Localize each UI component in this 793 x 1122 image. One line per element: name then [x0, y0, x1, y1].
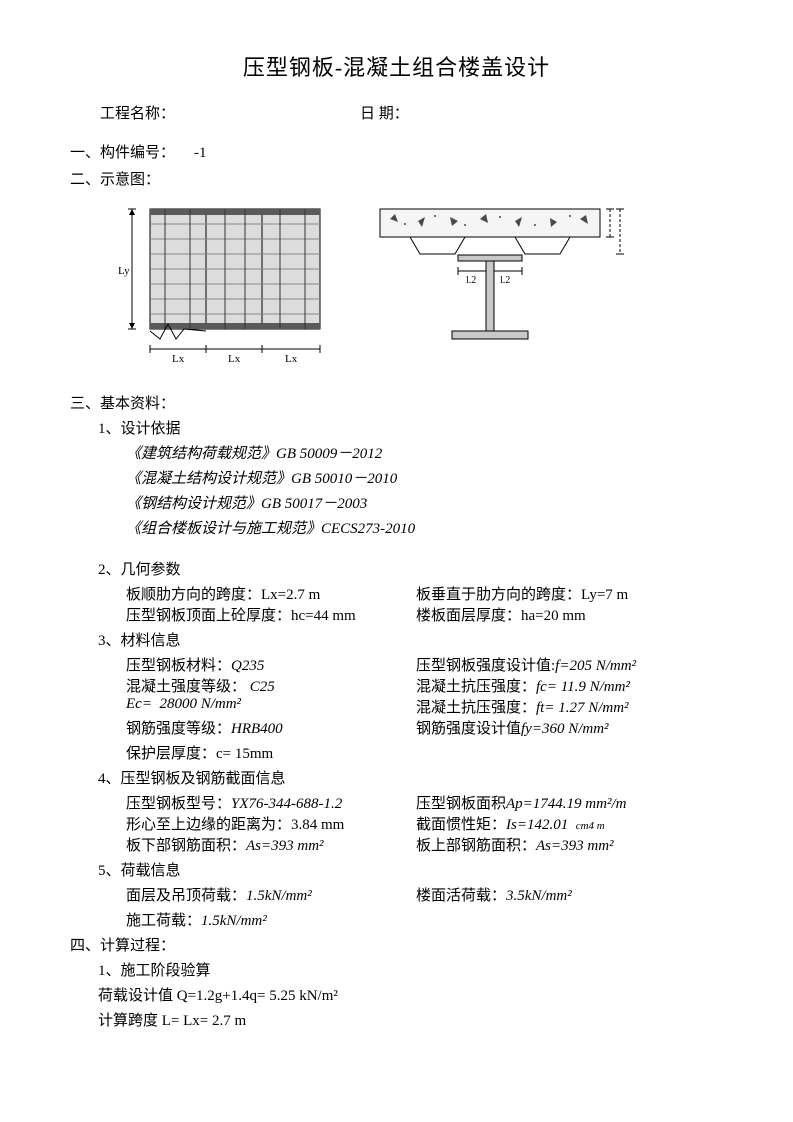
s3-2-r1a: 板顺肋方向的跨度：Lx=2.7 m [126, 583, 416, 604]
s3-4-r2b-u: cm4 m [576, 820, 605, 832]
s3-2-r2b: 楼板面层厚度：ha=20 mm [416, 604, 586, 625]
date-label: 日 期： [360, 102, 409, 123]
s3-2-label: 2、几何参数 [98, 558, 723, 579]
ref-3: 《组合楼板设计与施工规范》CECS273-2010 [126, 517, 723, 538]
s3-3-r3b-l: 混凝土抗压强度： [416, 700, 536, 716]
s3-5-r1b-l: 楼面活荷载： [416, 888, 506, 904]
plan-diagram: Ly Lx Lx Lx [110, 199, 340, 374]
s3-3-r1a-v: Q235 [231, 658, 264, 674]
s3-3-r3a-v: 28000 N/mm² [159, 696, 241, 712]
s3-3-r4b-l: 钢筋强度设计值 [416, 721, 521, 737]
s3-3-r4a-l: 钢筋强度等级： [126, 721, 231, 737]
s3-5-r1a-l: 面层及吊顶荷载： [126, 888, 246, 904]
section-4-label: 四、计算过程： [70, 934, 723, 955]
section-2-label: 二、示意图： [70, 168, 723, 189]
s3-3-r2b-v: fc= 11.9 N/mm² [536, 679, 630, 695]
s3-5-r1a-v: 1.5kN/mm² [246, 888, 312, 904]
s3-4-r3a-v: As=393 mm² [246, 838, 324, 854]
s4-1-r1: 荷载设计值 Q=1.2g+1.4q= 5.25 kN/m² [98, 984, 723, 1005]
ly-label: Ly [118, 265, 130, 277]
s3-3-r3b-v: ft= 1.27 N/mm² [536, 700, 629, 716]
section-1: 一、构件编号： -1 [70, 141, 723, 162]
s3-5-r2-v: 1.5kN/mm² [201, 913, 267, 929]
s3-3-r2a-l: 混凝土强度等级： [126, 679, 246, 695]
s3-4-r3b-l: 板上部钢筋面积： [416, 838, 536, 854]
section-3-label: 三、基本资料： [70, 392, 723, 413]
s3-4-r2b-l: 截面惯性矩： [416, 817, 506, 833]
sec1-label: 一、构件编号： [70, 145, 175, 161]
l2-label-b: l.2 [500, 275, 510, 286]
ref-2: 《钢结构设计规范》GB 50017－2003 [126, 492, 723, 513]
s3-4-r1a-v: YX76-344-688-1.2 [231, 796, 342, 812]
l2-label-a: l.2 [466, 275, 476, 286]
lx-label-1: Lx [172, 353, 185, 365]
s3-5-r1b-v: 3.5kN/mm² [506, 888, 572, 904]
s3-5-label: 5、荷载信息 [98, 859, 723, 880]
lx-label-2: Lx [228, 353, 241, 365]
s3-4-label: 4、压型钢板及钢筋截面信息 [98, 767, 723, 788]
s3-3-r1b-v: f=205 N/mm² [555, 658, 636, 674]
s3-4-r2b-v: Is=142.01 [506, 817, 568, 833]
s4-1-r2: 计算跨度 L= Lx= 2.7 m [98, 1009, 723, 1030]
s3-3-r5: 保护层厚度：c= 15mm [126, 746, 273, 762]
s3-4-r3a-l: 板下部钢筋面积： [126, 838, 246, 854]
page: 压型钢板-混凝土组合楼盖设计 工程名称： 日 期： 一、构件编号： -1 二、示… [0, 0, 793, 1074]
s3-3-r2a-v: C25 [250, 679, 275, 695]
s3-3-label: 3、材料信息 [98, 629, 723, 650]
s3-4-r1a-l: 压型钢板型号： [126, 796, 231, 812]
s4-1-label: 1、施工阶段验算 [98, 959, 723, 980]
s3-2-r2a: 压型钢板顶面上砼厚度：hc=44 mm [126, 604, 416, 625]
project-name-label: 工程名称： [100, 102, 360, 123]
s3-3-r4a-v: HRB400 [231, 721, 283, 737]
s3-4-r1b-v: Ap=1744.19 mm²/m [506, 796, 626, 812]
s3-4-r3b-v: As=393 mm² [536, 838, 614, 854]
s3-4-r1b-l: 压型钢板面积 [416, 796, 506, 812]
doc-title: 压型钢板-混凝土组合楼盖设计 [70, 50, 723, 82]
sec1-value: -1 [194, 145, 207, 161]
s3-3-r3a-l: Ec= [126, 696, 152, 712]
ref-0: 《建筑结构荷载规范》GB 50009－2012 [126, 442, 723, 463]
s3-3-r1a-l: 压型钢板材料： [126, 658, 231, 674]
ref-1: 《混凝土结构设计规范》GB 50010－2010 [126, 467, 723, 488]
s3-2-r1b: 板垂直于肋方向的跨度：Ly=7 m [416, 583, 628, 604]
s3-3-r1b-l: 压型钢板强度设计值: [416, 658, 555, 674]
s3-1-label: 1、设计依据 [98, 417, 723, 438]
section-diagram: l.2 l.2 [370, 199, 630, 374]
s3-5-r2-l: 施工荷载： [126, 913, 201, 929]
s3-4-r2a: 形心至上边缘的距离为：3.84 mm [126, 813, 416, 834]
lx-label-3: Lx [285, 353, 298, 365]
s3-3-r4b-v: fy=360 N/mm² [521, 721, 609, 737]
s3-3-r2b-l: 混凝土抗压强度： [416, 679, 536, 695]
meta-row: 工程名称： 日 期： [100, 102, 723, 123]
diagram-row: Ly Lx Lx Lx [110, 199, 723, 374]
